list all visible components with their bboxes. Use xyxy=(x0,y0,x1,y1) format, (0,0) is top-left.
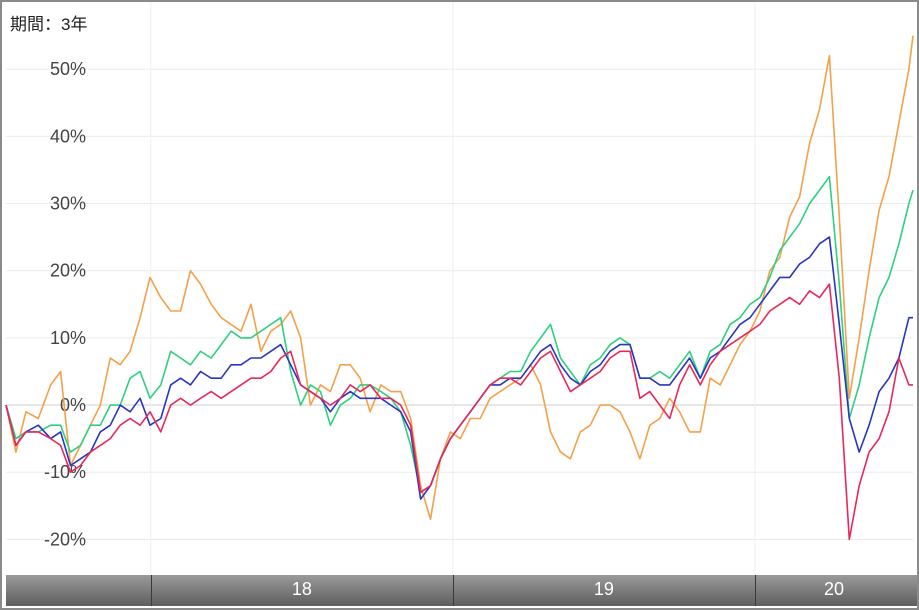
y-tick-label: 30% xyxy=(50,194,86,214)
y-axis-ticks: -20% -10% 0% 10% 20% 30% 40% 50% xyxy=(44,59,86,549)
period-label: 期間：3年 xyxy=(10,15,88,34)
x-axis-separator xyxy=(150,575,152,606)
gridlines xyxy=(6,2,913,573)
y-tick-label: -20% xyxy=(44,529,86,549)
x-tick-label: 18 xyxy=(291,579,312,599)
x-axis-separator xyxy=(754,575,756,606)
series-line-2 xyxy=(5,175,914,494)
series-line-3 xyxy=(5,236,913,500)
y-tick-label: 50% xyxy=(50,59,86,79)
y-tick-label: 20% xyxy=(50,261,86,281)
x-tick-label: 20 xyxy=(823,579,844,599)
y-tick-label: -10% xyxy=(44,462,86,482)
series-line-1 xyxy=(5,35,914,521)
x-axis-bar: 18 19 20 xyxy=(6,575,917,606)
y-tick-label: 10% xyxy=(50,328,86,348)
series-line-4 xyxy=(5,283,913,541)
series-lines xyxy=(5,35,914,541)
x-tick-label: 19 xyxy=(593,579,614,599)
y-tick-label: 40% xyxy=(50,126,86,146)
y-tick-label: 0% xyxy=(60,395,86,415)
x-axis-separator xyxy=(452,575,454,606)
